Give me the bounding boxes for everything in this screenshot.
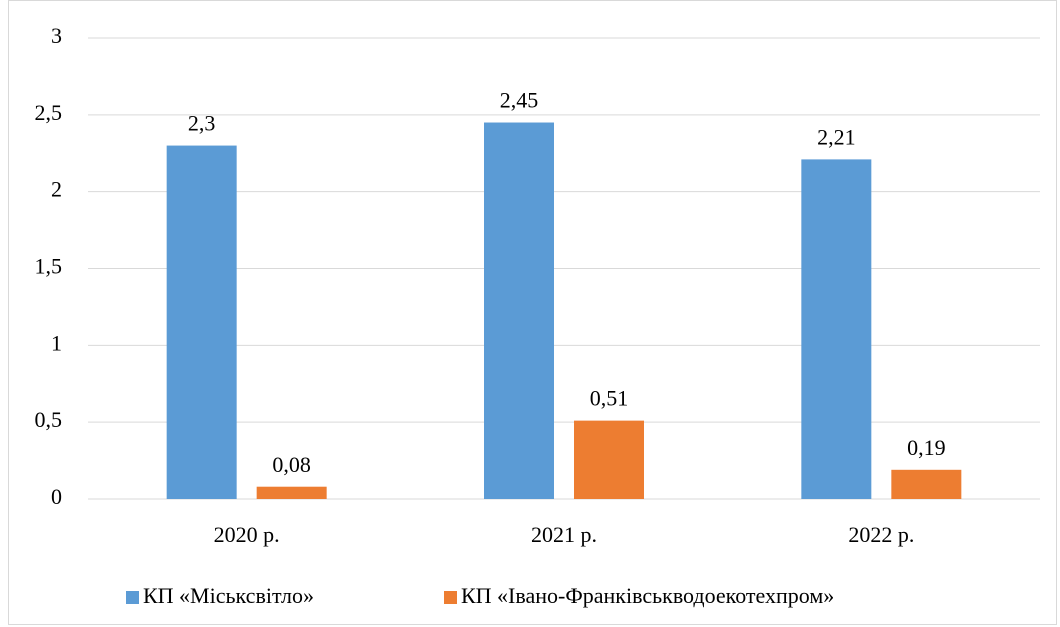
bar [891,469,962,499]
bar [256,486,327,499]
x-tick-label: 2020 р. [214,522,280,547]
data-label: 0,19 [907,435,946,460]
data-label: 0,08 [272,452,311,477]
data-label: 2,3 [188,111,216,136]
y-tick-label: 2 [51,177,62,202]
legend-label: КП «Міськсвітло» [143,583,314,608]
legend-swatch [126,591,139,604]
y-tick-label: 2,5 [35,100,63,125]
data-label: 2,21 [817,124,856,149]
bar [484,122,554,500]
y-tick-label: 0 [51,484,62,509]
legend-label: КП «Івано-Франківськводоекотехпром» [461,583,834,608]
y-tick-label: 1,5 [35,254,63,279]
y-tick-label: 1 [51,330,62,355]
y-tick-label: 0,5 [35,407,63,432]
y-tick-label: 3 [51,23,62,48]
bar [574,420,644,499]
bar [166,145,237,500]
data-label: 2,45 [500,88,539,113]
bar [801,159,872,499]
x-tick-label: 2021 р. [531,522,597,547]
legend-swatch [444,591,457,604]
x-tick-label: 2022 р. [848,522,914,547]
data-label: 0,51 [590,386,629,411]
